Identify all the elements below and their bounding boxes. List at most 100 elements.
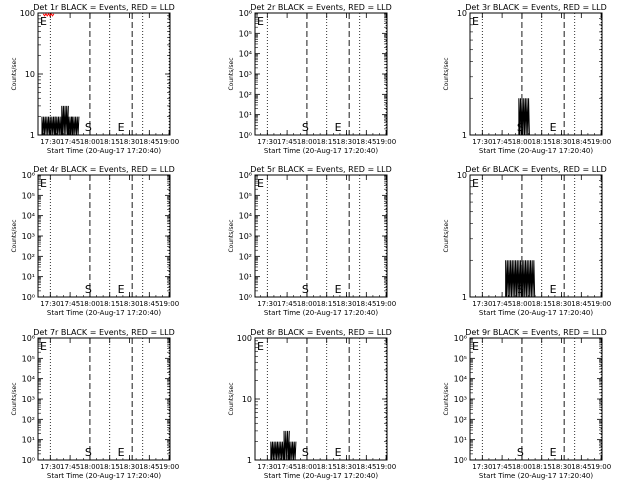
y-tick-label: 10⁰ [239,293,252,302]
y-tick-label: 10³ [454,395,467,404]
marker-s: S [85,121,92,134]
chart-panel-5: Det 5r BLACK = Events, RED = LLD Counts/s… [228,165,396,317]
x-tick-label: 17:45 [492,138,512,146]
chart-panel-1: Det 1r BLACK = Events, RED = LLD Counts/s… [11,3,179,155]
x-axis-label: Start Time (20-Aug-17 17:20:40) [479,147,593,155]
y-tick-label: 10 [242,395,252,404]
chart-panel-7: Det 7r BLACK = Events, RED = LLD Counts/s… [11,328,179,480]
x-tick-label: 18:30 [336,138,356,146]
events-segment-2 [61,105,69,136]
marker-s: S [517,121,524,134]
y-tick-label: 10² [454,415,467,424]
chart-panel-2: Det 2r BLACK = Events, RED = LLD Counts/s… [228,3,396,155]
y-tick-label: 10⁵ [22,191,35,200]
events-segment-1 [54,116,63,136]
marker-s: S [302,446,309,459]
y-axis-label: Counts/sec [11,382,18,415]
y-axis-label: Counts/sec [443,219,450,252]
y-tick-label: 10¹ [239,273,252,282]
y-tick-label: 10² [22,252,35,261]
x-tick-label: 19:00 [159,463,179,471]
marker-e-left: E [40,177,47,190]
x-tick-label: 18:00 [80,138,100,146]
x-tick-label: 18:45 [356,463,376,471]
marker-e-right: E [550,283,557,296]
y-tick-label: 10⁶ [239,171,252,180]
x-axis-label: Start Time (20-Aug-17 17:20:40) [47,147,161,155]
marker-e-left: E [40,340,47,353]
y-axis-label: Counts/sec [228,382,235,415]
y-tick-label: 10⁰ [22,293,35,302]
marker-e-left: E [257,15,264,28]
x-tick-label: 18:15 [532,138,552,146]
y-axis-label: Counts/sec [228,219,235,252]
x-tick-label: 18:00 [512,300,532,308]
chart-panel-3: Det 3r BLACK = Events, RED = LLD Counts/s… [443,3,611,155]
marker-s: S [517,446,524,459]
x-tick-label: 17:45 [277,138,297,146]
y-tick-label: 10⁰ [22,456,35,465]
x-tick-label: 17:30 [40,138,60,146]
chart-title: Det 4r BLACK = Events, RED = LLD [33,165,175,174]
x-tick-label: 19:00 [376,300,396,308]
y-tick-label: 10⁴ [22,212,35,221]
marker-e-right: E [118,446,125,459]
x-tick-label: 18:15 [100,138,120,146]
x-tick-label: 17:30 [257,138,277,146]
plot-frame [254,12,388,136]
y-tick-label: 1 [462,293,467,302]
y-tick-label: 10⁴ [239,50,252,59]
y-tick-label: 10⁴ [22,375,35,384]
chart-title: Det 9r BLACK = Events, RED = LLD [465,328,607,337]
marker-e-right: E [118,121,125,134]
x-tick-label: 17:45 [277,300,297,308]
chart-title: Det 6r BLACK = Events, RED = LLD [465,165,607,174]
x-tick-label: 18:45 [571,300,591,308]
chart-title: Det 5r BLACK = Events, RED = LLD [250,165,392,174]
x-tick-label: 17:45 [60,463,80,471]
y-tick-label: 10¹ [454,436,467,445]
y-tick-label: 10³ [22,395,35,404]
y-tick-label: 10⁶ [454,334,467,343]
x-tick-label: 19:00 [159,300,179,308]
y-axis-label: Counts/sec [228,57,235,90]
x-tick-label: 18:15 [100,463,120,471]
y-tick-label: 10⁵ [454,354,467,363]
x-tick-label: 19:00 [591,138,611,146]
events-segment-0 [41,116,56,136]
y-tick-label: 10 [25,70,35,79]
y-tick-label: 10⁶ [22,334,35,343]
x-tick-label: 18:30 [551,138,571,146]
x-tick-label: 18:45 [571,138,591,146]
plot-frame [37,12,171,136]
x-tick-label: 17:30 [257,463,277,471]
x-tick-label: 17:45 [492,300,512,308]
y-tick-label: 10⁶ [239,9,252,18]
lld-segment-0 [42,12,55,17]
x-tick-label: 18:30 [119,138,139,146]
y-tick-label: 10⁴ [454,375,467,384]
marker-e-left: E [472,15,479,28]
chart-title: Det 3r BLACK = Events, RED = LLD [465,3,607,12]
plot-frame [37,337,171,461]
marker-e-right: E [335,283,342,296]
y-tick-label: 10⁰ [454,456,467,465]
x-tick-label: 17:45 [492,463,512,471]
x-tick-label: 18:30 [119,300,139,308]
x-axis-label: Start Time (20-Aug-17 17:20:40) [264,147,378,155]
chart-title: Det 1r BLACK = Events, RED = LLD [33,3,175,12]
marker-e-right: E [550,121,557,134]
chart-title: Det 8r BLACK = Events, RED = LLD [250,328,392,337]
marker-e-left: E [40,15,47,28]
x-tick-label: 19:00 [376,138,396,146]
marker-s: S [85,283,92,296]
x-tick-label: 18:45 [139,138,159,146]
y-axis-label: Counts/sec [11,219,18,252]
y-tick-label: 1 [247,456,252,465]
x-tick-label: 18:45 [571,463,591,471]
marker-e-right: E [118,283,125,296]
x-tick-label: 18:15 [532,463,552,471]
x-tick-label: 17:45 [60,300,80,308]
x-tick-label: 18:00 [512,463,532,471]
